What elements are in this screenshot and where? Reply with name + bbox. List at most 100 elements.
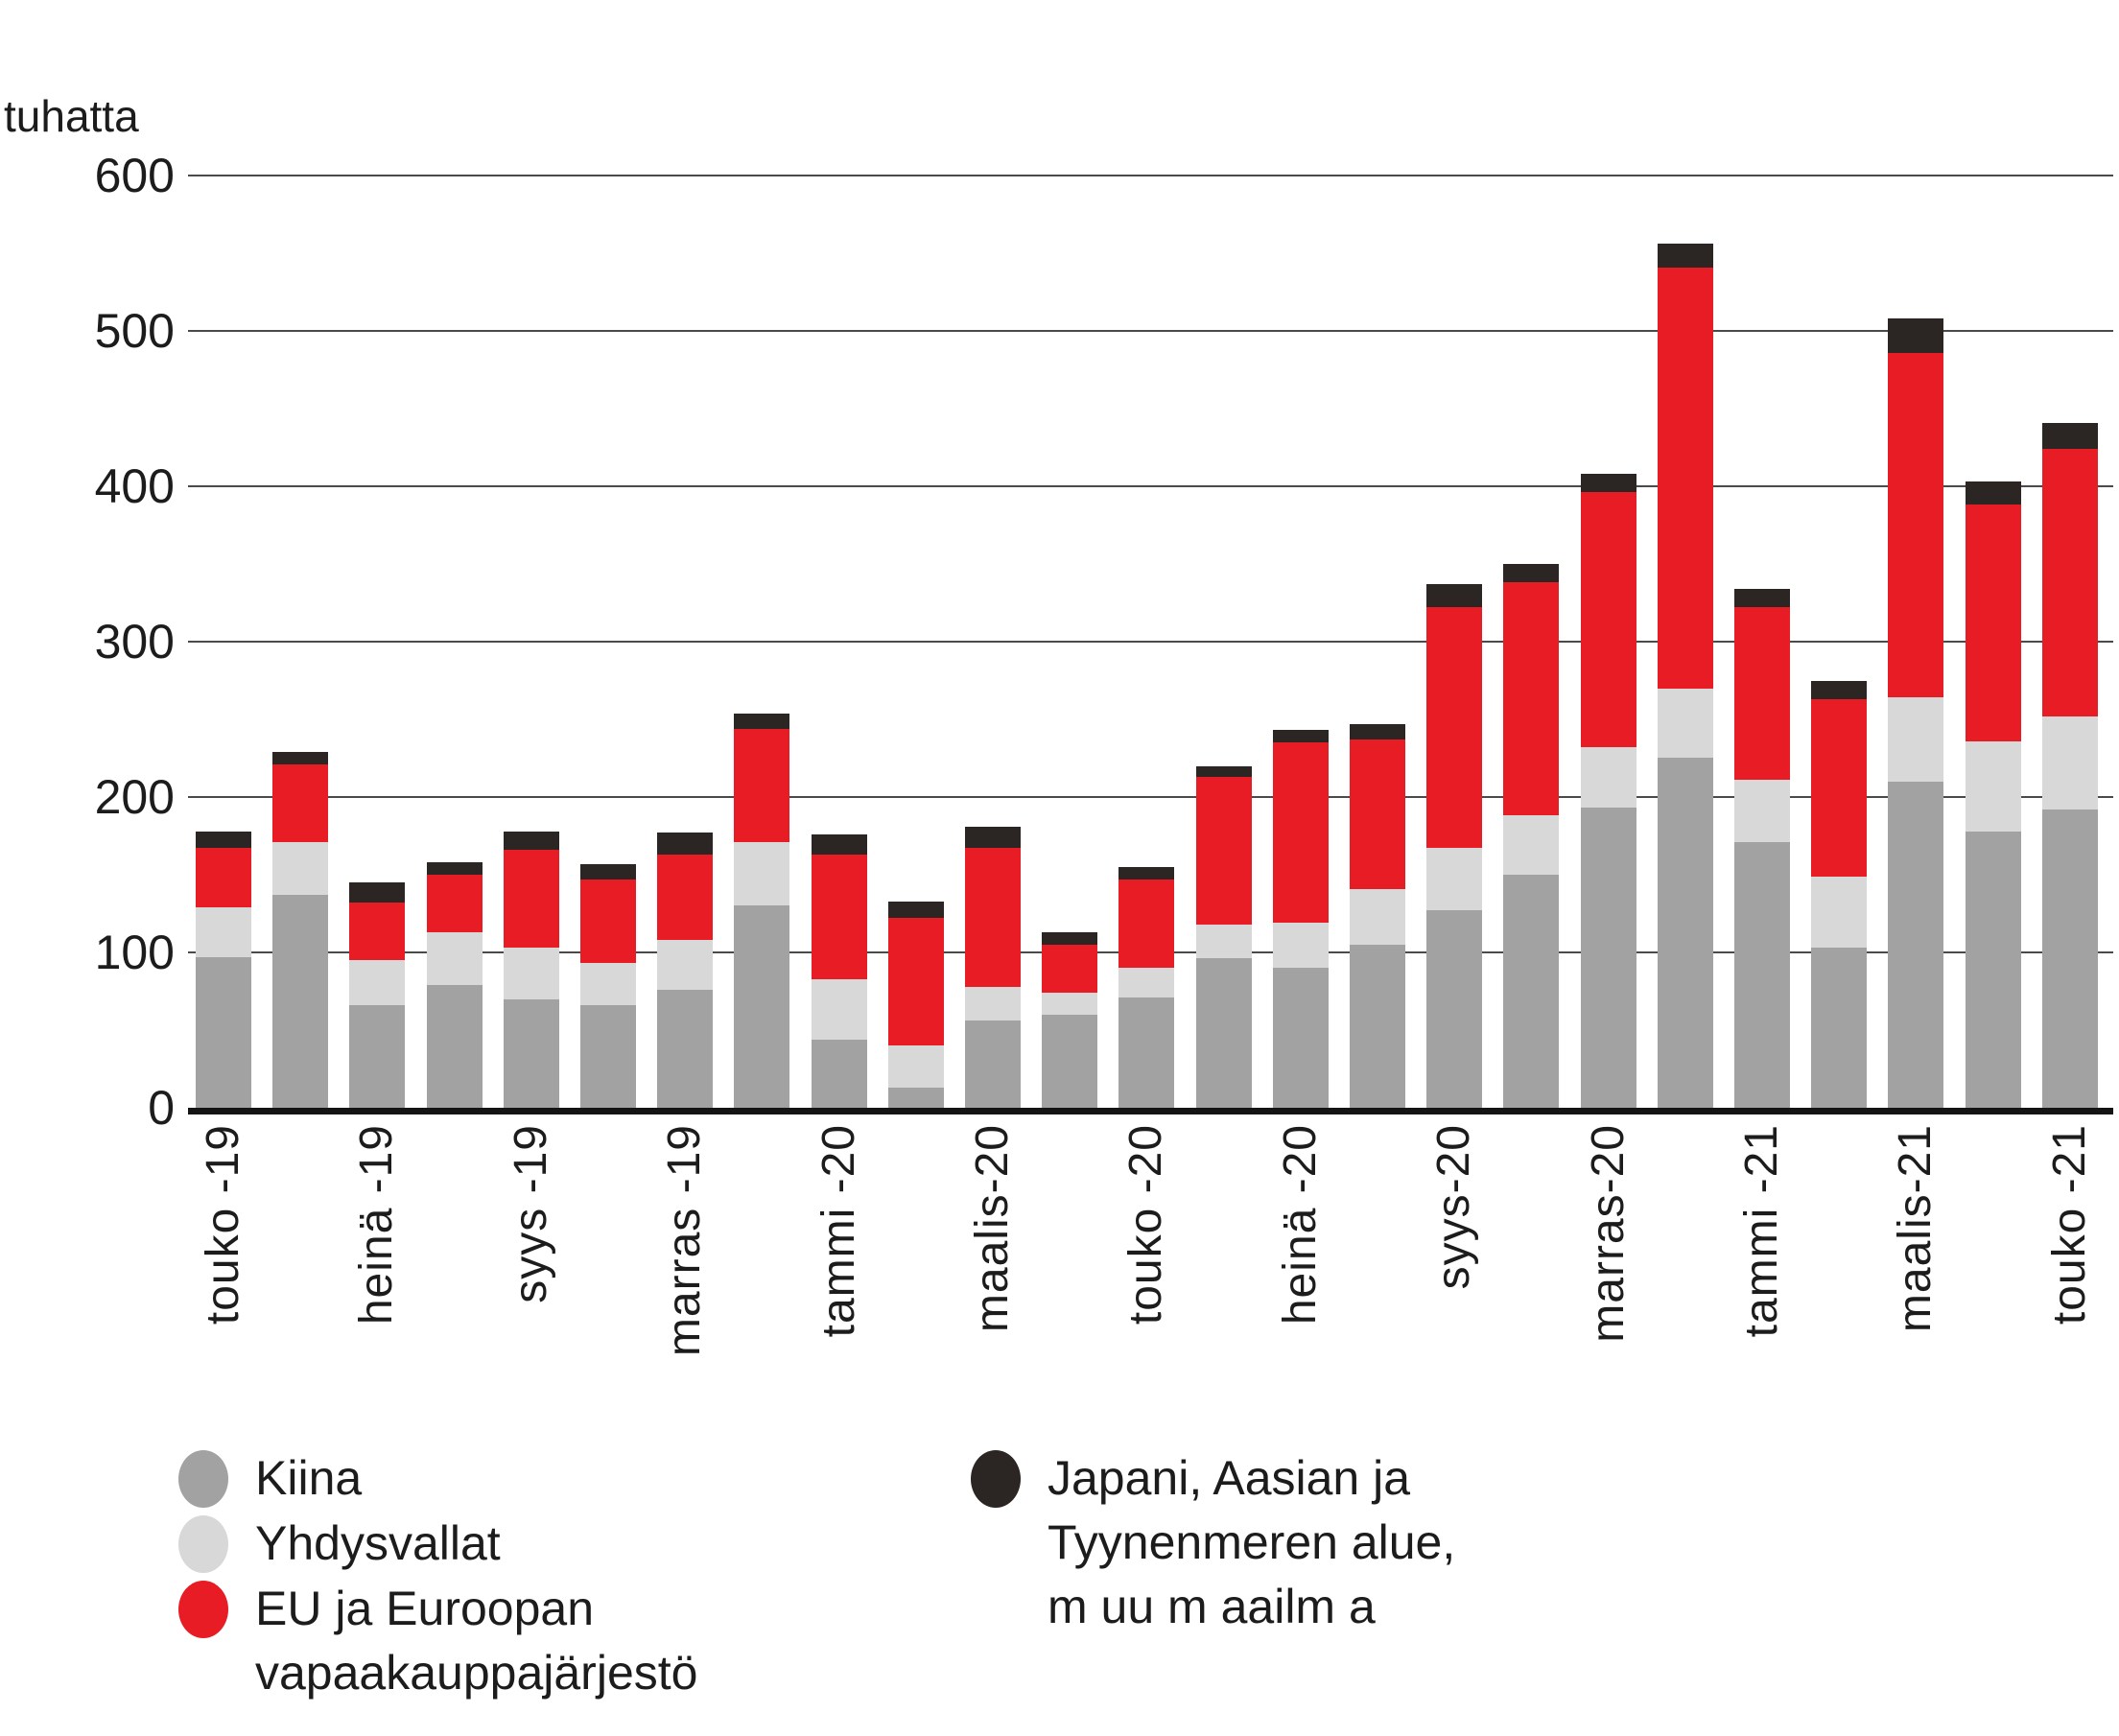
bar-segment-japani [965,826,1021,849]
bar-tammi-21 [1734,588,1790,1108]
bar-segment-yhdysvallat [887,1045,944,1088]
bar-segment-kiina [426,985,483,1108]
bar-segment-yhdysvallat [657,940,714,990]
legend-item-japani: Japani, Aasian ja Tyynenmeren alue, m uu m… [971,1446,1455,1639]
bar-huhti-21 [1965,481,2021,1108]
bar-segment-kiina [272,895,329,1108]
y-tick-label-200: 200 [94,770,175,824]
gridline-400 [188,485,2113,487]
bar-segment-japani [1426,584,1483,608]
bar-segment-eu [196,848,251,908]
bar-heinä-20 [1272,730,1329,1108]
bar-kesä-19 [272,752,329,1108]
bar-segment-japani [1042,931,1098,945]
bar-segment-yhdysvallat [734,841,790,906]
bar-segment-japani [1195,765,1252,777]
bar-segment-yhdysvallat [1195,924,1252,959]
x-tick-label-13: touko -21 [2043,1124,2095,1325]
bar-segment-kiina [657,989,714,1108]
bar-segment-kiina [2041,809,2098,1108]
x-tick-label-8: heinä -20 [1274,1124,1326,1325]
bar-segment-yhdysvallat [1965,740,2021,832]
bar-segment-japani [503,831,559,851]
bar-segment-kiina [1734,841,1790,1108]
x-tick-label-12: maalis-21 [1890,1124,1942,1333]
bar-touko-20 [1118,866,1175,1108]
legend-label-kiina: Kiina [255,1451,363,1505]
bar-syys-20 [1426,584,1483,1108]
y-tick-label-300: 300 [94,615,175,669]
y-tick-label-400: 400 [94,459,175,513]
bar-segment-eu [1580,492,1636,748]
bar-segment-yhdysvallat [426,931,483,986]
bar-syys-19 [503,831,559,1108]
bar-segment-japani [1811,680,1868,699]
bar-segment-japani [1734,588,1790,608]
bar-segment-eu [349,903,406,961]
bar-segment-eu [811,854,867,979]
bar-segment-japani [734,713,790,729]
bar-segment-kiina [1042,1014,1098,1108]
bar-segment-kiina [1118,997,1175,1108]
bar-segment-yhdysvallat [965,986,1021,1021]
bar-segment-eu [1042,944,1098,994]
bar-segment-kiina [580,1005,636,1108]
x-tick-label-10: marras-20 [1582,1124,1634,1343]
bar-segment-eu [1503,582,1560,816]
bar-marras-19 [657,833,714,1108]
bar-segment-japani [349,882,406,903]
bar-segment-yhdysvallat [196,907,251,957]
bar-segment-yhdysvallat [1272,923,1329,969]
bar-segment-eu [734,728,790,842]
bar-segment-yhdysvallat [1426,848,1483,911]
bar-tammi-20 [811,833,867,1108]
bar-segment-yhdysvallat [1350,888,1405,945]
bar-segment-eu [1965,504,2021,741]
bar-segment-kiina [1350,944,1405,1108]
bar-segment-eu [657,854,714,941]
y-tick-label-0: 0 [148,1081,175,1135]
bar-segment-kiina [1657,758,1713,1108]
bar-touko-21 [2041,422,2098,1108]
bar-segment-kiina [1888,781,1944,1108]
bar-segment-kiina [965,1020,1021,1108]
bar-segment-yhdysvallat [1118,968,1175,997]
bar-segment-japani [1965,481,2021,505]
bar-segment-yhdysvallat [1657,688,1713,759]
gridline-200 [188,796,2113,798]
legend-dot-yhdysvallat-icon [178,1515,228,1573]
bar-maalis-21 [1888,318,1944,1108]
x-tick-label-1: touko -19 [198,1124,248,1325]
bar-maalis-20 [965,826,1021,1108]
legend-label-yhdysvallat: Yhdysvallat [255,1516,501,1570]
legend-label-eu: EU ja Euroopan vapaakauppajärjestö [255,1582,698,1700]
bar-huhti-20 [1042,931,1098,1108]
bar-segment-japani [1272,730,1329,743]
bar-segment-kiina [1272,968,1329,1108]
legend-dot-kiina-icon [178,1450,228,1508]
bar-segment-eu [1350,739,1405,889]
gridline-500 [188,330,2113,332]
bar-segment-kiina [349,1005,406,1108]
bar-segment-yhdysvallat [349,960,406,1006]
bar-segment-eu [272,763,329,842]
bar-elo-20 [1350,723,1405,1108]
bar-segment-eu [1888,352,1944,698]
bar-segment-kiina [1811,948,1868,1108]
bar-helmi-21 [1811,680,1868,1108]
legend-item-eu: EU ja Euroopan vapaakauppajärjestö [178,1577,697,1705]
bar-segment-japani [1580,474,1636,493]
bar-segment-japani [426,862,483,875]
bar-segment-japani [1118,866,1175,880]
x-tick-label-5: tammi -20 [812,1124,864,1338]
x-tick-label-11: tammi -21 [1736,1124,1787,1338]
bar-segment-kiina [734,905,790,1108]
x-tick-label-4: marras -19 [659,1124,711,1357]
bar-segment-eu [1195,776,1252,925]
bar-segment-kiina [1965,831,2021,1108]
legend-item-yhdysvallat: Yhdysvallat [178,1512,501,1576]
bar-segment-kiina [1426,910,1483,1108]
bar-segment-yhdysvallat [1811,876,1868,949]
y-axis-title: tuhatta [4,91,139,141]
bar-segment-kiina [811,1039,867,1108]
